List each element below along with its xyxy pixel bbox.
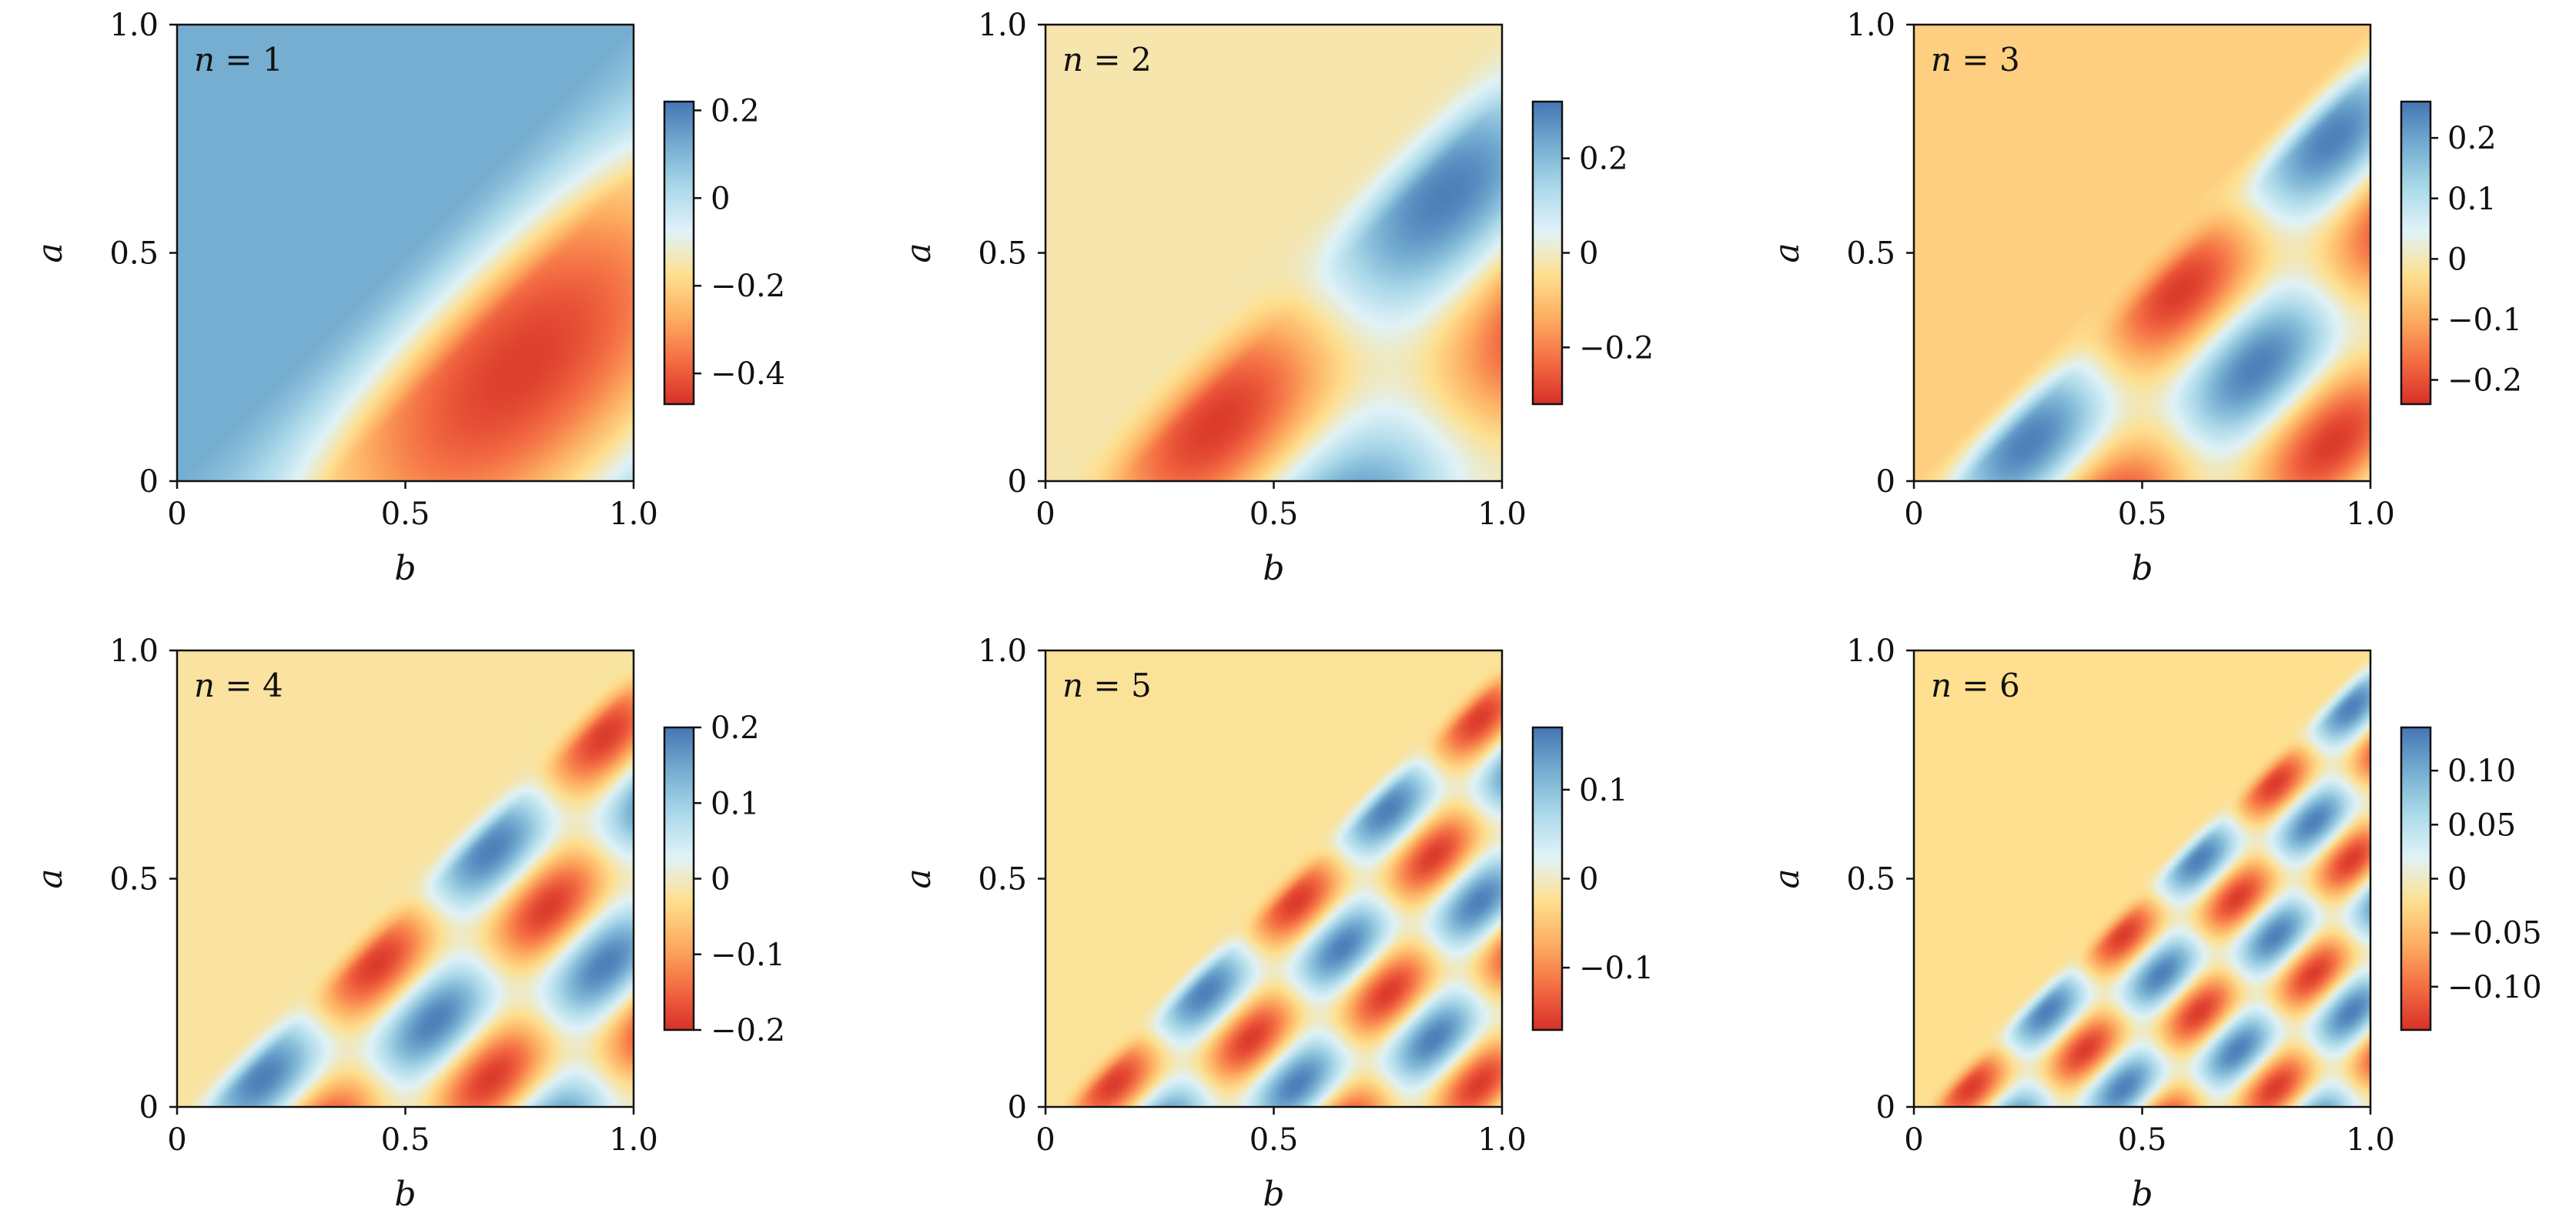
colorbar-tick-label: −0.1 bbox=[2447, 303, 2522, 338]
x-tick-label: 0 bbox=[1904, 496, 1923, 532]
colorbar-tick-label: 0 bbox=[1579, 236, 1598, 272]
x-tick-label: 0.5 bbox=[2118, 1122, 2167, 1158]
colorbar bbox=[2400, 726, 2432, 1031]
y-tick-label: 1.0 bbox=[109, 634, 159, 669]
x-axis-label: b bbox=[2131, 549, 2153, 588]
x-axis-label: b bbox=[1263, 549, 1284, 588]
y-tick-label: 0.5 bbox=[978, 236, 1027, 272]
x-tick-label: 0 bbox=[1904, 1122, 1923, 1158]
x-tick-label: 0.5 bbox=[1250, 496, 1299, 532]
x-tick-label: 0 bbox=[167, 496, 186, 532]
x-tick-label: 1.0 bbox=[609, 496, 658, 532]
y-axis-label: a bbox=[1768, 242, 1807, 262]
x-tick-label: 0.5 bbox=[2118, 496, 2167, 532]
y-tick-label: 1.0 bbox=[1846, 8, 1895, 43]
y-tick-label: 1.0 bbox=[1846, 634, 1895, 669]
colorbar-tick-label: 0.2 bbox=[711, 93, 760, 129]
panel-n6: n = 6 0 0.5 1.0 0 0.5 1.0 b a 0.10 0.05 0 −0.05 −0.10 bbox=[1768, 634, 2542, 1214]
colorbar-tick-label: 0.2 bbox=[2447, 121, 2497, 156]
colorbar-tick-label: 0 bbox=[711, 862, 730, 898]
y-tick-label: 1.0 bbox=[978, 634, 1027, 669]
panel-n3: n = 3 0 0.5 1.0 0 0.5 1.0 b a 0.2 0.1 0 −0.1 −0.2 bbox=[1768, 8, 2522, 588]
colorbar-tick-label: −0.2 bbox=[1579, 330, 1654, 366]
panel-n2: n = 2 0 0.5 1.0 0 0.5 1.0 b a 0.2 0 −0.2 bbox=[899, 8, 1654, 588]
colorbar-tick-label: −0.1 bbox=[1579, 951, 1654, 986]
colorbar-tick-label: 0.1 bbox=[1579, 773, 1628, 808]
y-tick-label: 1.0 bbox=[978, 8, 1027, 43]
x-tick-label: 0.5 bbox=[381, 496, 430, 532]
colorbar bbox=[1531, 726, 1564, 1031]
x-tick-label: 0 bbox=[1035, 496, 1055, 532]
colorbar-tick-label: 0.1 bbox=[2447, 182, 2497, 217]
colorbar bbox=[2400, 100, 2432, 406]
x-axis-label: b bbox=[394, 549, 416, 588]
panel-label: n = 5 bbox=[1062, 667, 1152, 704]
x-tick-label: 0.5 bbox=[381, 1122, 430, 1158]
y-axis-label: a bbox=[31, 868, 70, 888]
colorbar-tick-label: 0.10 bbox=[2447, 754, 2516, 789]
colorbar bbox=[1531, 100, 1564, 406]
colorbar-tick-label: 0 bbox=[2447, 242, 2467, 277]
x-axis-label: b bbox=[394, 1175, 416, 1214]
y-axis-label: a bbox=[31, 242, 70, 262]
y-tick-label: 0 bbox=[1876, 464, 1895, 500]
x-tick-label: 1.0 bbox=[1477, 496, 1527, 532]
x-tick-label: 1.0 bbox=[2346, 496, 2395, 532]
colorbar-tick-label: −0.2 bbox=[711, 1013, 785, 1048]
panel-n4: n = 4 0 0.5 1.0 0 0.5 1.0 b a 0.2 0.1 0 −0.1 −0.2 bbox=[31, 634, 785, 1214]
x-tick-label: 1.0 bbox=[2346, 1122, 2395, 1158]
y-axis-label: a bbox=[899, 242, 938, 262]
y-tick-label: 0.5 bbox=[1846, 862, 1895, 898]
panel-n1: n = 1 0 0.5 1.0 0 0.5 1.0 b a 0.2 0 −0.2 −0.4 bbox=[31, 8, 785, 588]
colorbar-tick-label: 0 bbox=[1579, 862, 1598, 898]
panel-label: n = 3 bbox=[1931, 41, 2020, 79]
x-tick-label: 1.0 bbox=[1477, 1122, 1527, 1158]
y-tick-label: 1.0 bbox=[109, 8, 159, 43]
panel-n5: n = 5 0 0.5 1.0 0 0.5 1.0 b a 0.1 0 −0.1 bbox=[899, 634, 1654, 1214]
colorbar-tick-label: −0.05 bbox=[2447, 916, 2542, 951]
x-tick-label: 0 bbox=[1035, 1122, 1055, 1158]
colorbar-tick-label: −0.10 bbox=[2447, 970, 2542, 1005]
colorbar-tick-label: 0 bbox=[711, 181, 730, 216]
colorbar-tick-label: 0.2 bbox=[711, 710, 760, 746]
heatmap-raster bbox=[1914, 25, 2370, 481]
y-tick-label: 0 bbox=[139, 464, 159, 500]
colorbar-tick-label: 0.05 bbox=[2447, 807, 2516, 843]
heatmap-raster bbox=[1914, 650, 2370, 1107]
x-axis-label: b bbox=[1263, 1175, 1284, 1214]
heatmap-raster bbox=[177, 25, 634, 481]
heatmap-raster bbox=[177, 650, 634, 1107]
panel-label: n = 4 bbox=[194, 667, 283, 704]
y-tick-label: 0 bbox=[1876, 1090, 1895, 1125]
x-axis-label: b bbox=[2131, 1175, 2153, 1214]
y-tick-label: 0.5 bbox=[109, 862, 159, 898]
y-tick-label: 0 bbox=[1008, 1090, 1027, 1125]
y-tick-label: 0.5 bbox=[1846, 236, 1895, 272]
colorbar-tick-label: 0 bbox=[2447, 862, 2467, 898]
colorbar-tick-label: 0.1 bbox=[711, 786, 760, 821]
heatmap-raster bbox=[1045, 25, 1502, 481]
y-tick-label: 0.5 bbox=[109, 236, 159, 272]
colorbar-tick-label: −0.2 bbox=[2447, 363, 2522, 399]
y-tick-label: 0 bbox=[139, 1090, 159, 1125]
colorbar bbox=[663, 100, 695, 406]
heatmap-raster bbox=[1045, 650, 1502, 1107]
colorbar-tick-label: 0.2 bbox=[1579, 142, 1628, 177]
panel-label: n = 1 bbox=[194, 41, 283, 79]
y-tick-label: 0 bbox=[1008, 464, 1027, 500]
panel-label: n = 6 bbox=[1931, 667, 2020, 704]
panel-label: n = 2 bbox=[1062, 41, 1152, 79]
colorbar-tick-label: −0.4 bbox=[711, 356, 785, 392]
y-axis-label: a bbox=[899, 868, 938, 888]
x-tick-label: 0 bbox=[167, 1122, 186, 1158]
x-tick-label: 1.0 bbox=[609, 1122, 658, 1158]
colorbar bbox=[663, 726, 695, 1031]
y-tick-label: 0.5 bbox=[978, 862, 1027, 898]
y-axis-label: a bbox=[1768, 868, 1807, 888]
colorbar-tick-label: −0.1 bbox=[711, 938, 785, 973]
colorbar-tick-label: −0.2 bbox=[711, 269, 785, 304]
x-tick-label: 0.5 bbox=[1250, 1122, 1299, 1158]
